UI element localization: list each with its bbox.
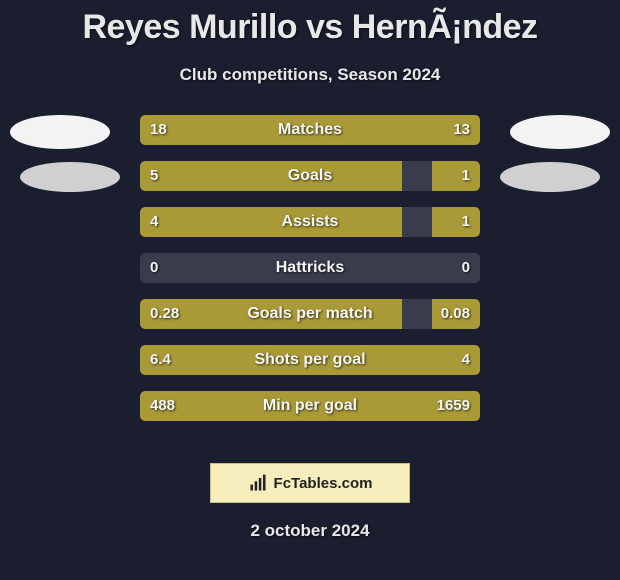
stat-value-right: 13 — [453, 115, 470, 145]
stat-bars: Matches1813Goals51Assists41Hattricks00Go… — [140, 115, 480, 437]
stat-value-left: 0.28 — [150, 299, 179, 329]
watermark: FcTables.com — [210, 463, 410, 503]
player-left-photo-placeholder — [10, 115, 110, 149]
stat-value-left: 0 — [150, 253, 158, 283]
stat-label: Goals — [140, 161, 480, 191]
stat-value-left: 18 — [150, 115, 167, 145]
page-title: Reyes Murillo vs HernÃ¡ndez — [0, 0, 620, 47]
stat-row: Min per goal488 1659 — [140, 391, 480, 421]
player-left-badge-placeholder — [20, 162, 120, 192]
stat-label: Goals per match — [140, 299, 480, 329]
stat-value-right: 0 — [462, 253, 470, 283]
stat-row: Hattricks0 0 — [140, 253, 480, 283]
chart-icon — [248, 473, 268, 493]
stat-value-left: 4 — [150, 207, 158, 237]
player-right-photo-placeholder — [510, 115, 610, 149]
watermark-text: FcTables.com — [274, 475, 373, 492]
stat-value-right: 1659 — [437, 391, 470, 421]
player-right-badge-placeholder — [500, 162, 600, 192]
stat-value-left: 5 — [150, 161, 158, 191]
stat-value-right: 1 — [462, 207, 470, 237]
stat-row: Goals5 1 — [140, 161, 480, 191]
stat-row: Assists4 1 — [140, 207, 480, 237]
date-label: 2 october 2024 — [0, 521, 620, 541]
stat-label: Matches — [140, 115, 480, 145]
subtitle: Club competitions, Season 2024 — [0, 65, 620, 85]
stat-row: Matches18 13 — [140, 115, 480, 145]
stat-row: Goals per match0.28 0.08 — [140, 299, 480, 329]
stat-label: Shots per goal — [140, 345, 480, 375]
stat-label: Min per goal — [140, 391, 480, 421]
stat-value-left: 6.4 — [150, 345, 171, 375]
stat-label: Assists — [140, 207, 480, 237]
stat-value-left: 488 — [150, 391, 175, 421]
stat-label: Hattricks — [140, 253, 480, 283]
stat-value-right: 1 — [462, 161, 470, 191]
stat-row: Shots per goal6.4 4 — [140, 345, 480, 375]
comparison-chart: Matches1813Goals51Assists41Hattricks00Go… — [0, 115, 620, 445]
stat-value-right: 4 — [462, 345, 470, 375]
stat-value-right: 0.08 — [441, 299, 470, 329]
